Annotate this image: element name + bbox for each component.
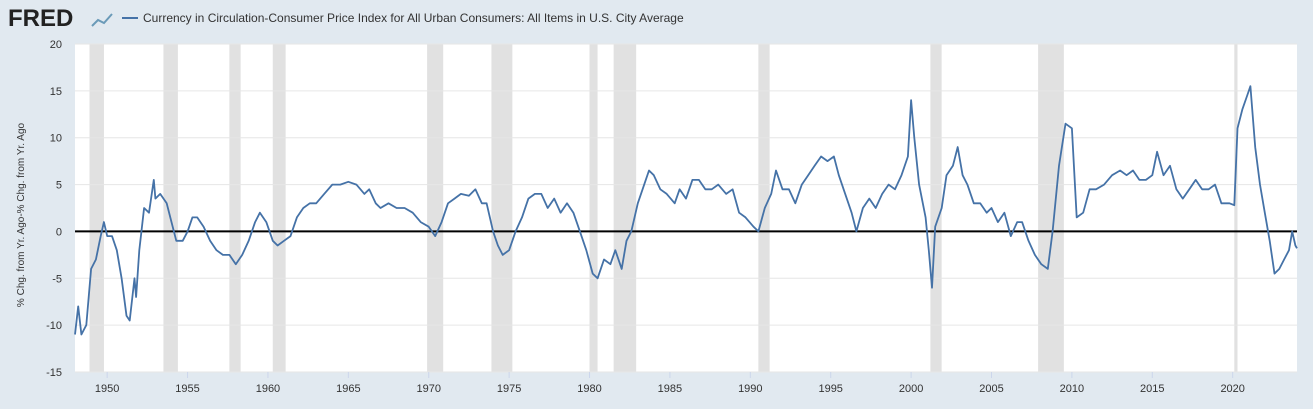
- y-axis-label: % Chg. from Yr. Ago-% Chg. from Yr. Ago: [16, 122, 27, 307]
- x-tick-label: 1980: [577, 383, 601, 395]
- x-tick-label: 1985: [658, 383, 682, 395]
- y-tick-label: -15: [46, 367, 62, 379]
- recession-band: [589, 44, 598, 372]
- recession-band: [1234, 44, 1238, 372]
- y-tick-label: 15: [50, 86, 62, 98]
- x-tick-label: 1955: [175, 383, 199, 395]
- x-tick-label: 1975: [497, 383, 521, 395]
- x-tick-label: 2005: [979, 383, 1003, 395]
- x-tick-label: 2020: [1220, 383, 1244, 395]
- y-tick-label: 10: [50, 133, 62, 145]
- y-tick-label: -5: [52, 273, 62, 285]
- recession-band: [272, 44, 286, 372]
- recession-band: [427, 44, 444, 372]
- recession-band: [1038, 44, 1064, 372]
- plot-area: [75, 44, 1297, 372]
- x-tick-label: 1970: [416, 383, 440, 395]
- x-tick-label: 1965: [336, 383, 360, 395]
- recession-band: [163, 44, 178, 372]
- y-tick-label: 0: [56, 226, 62, 238]
- recession-band: [229, 44, 241, 372]
- y-tick-label: 5: [56, 180, 62, 192]
- y-tick-label: -10: [46, 320, 62, 332]
- recession-band: [491, 44, 513, 372]
- x-tick-label: 2000: [899, 383, 923, 395]
- x-tick-label: 1960: [256, 383, 280, 395]
- x-tick-label: 2010: [1060, 383, 1084, 395]
- y-tick-label: 20: [50, 39, 62, 51]
- x-tick-label: 1990: [738, 383, 762, 395]
- x-tick-label: 1995: [818, 383, 842, 395]
- legend-label: Currency in Circulation-Consumer Price I…: [143, 11, 684, 25]
- brand-icon: [91, 13, 113, 27]
- recession-band: [930, 44, 942, 372]
- recession-band: [89, 44, 104, 372]
- series-line: [74, 85, 1298, 336]
- x-tick-label: 2015: [1140, 383, 1164, 395]
- x-tick-label: 1950: [95, 383, 119, 395]
- recession-band: [613, 44, 637, 372]
- brand: FRED: [8, 5, 73, 32]
